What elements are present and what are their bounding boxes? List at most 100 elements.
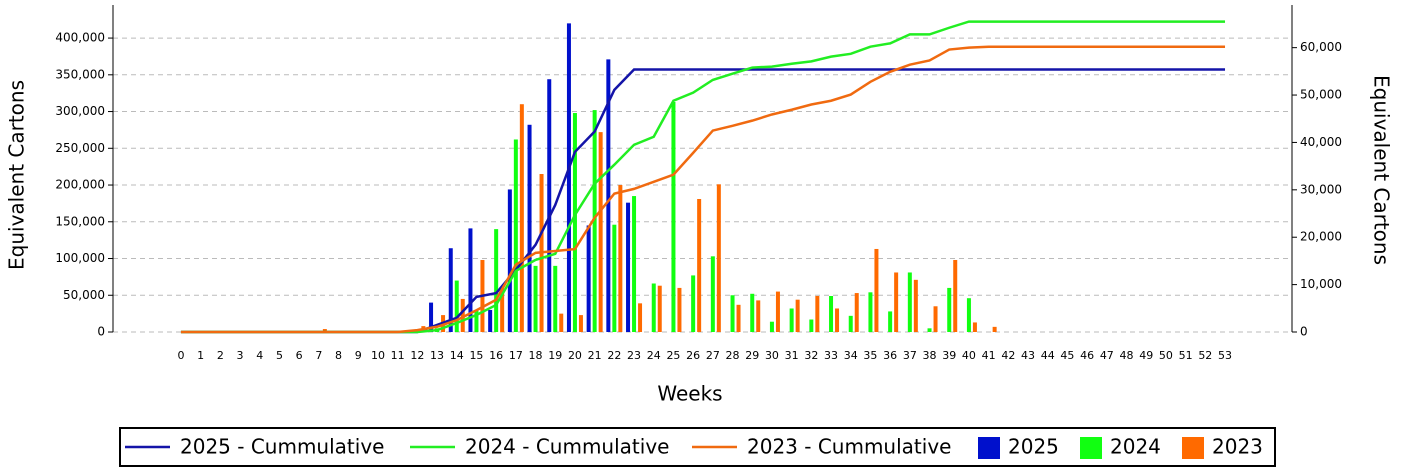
bar [519,104,524,333]
x-tick-label: 2 [217,349,224,362]
x-tick-label: 12 [410,349,424,362]
legend-swatch [1182,437,1204,459]
legend-label: 2023 - Cummulative [747,435,951,459]
bar [500,287,505,332]
bar [578,315,583,332]
bar [494,229,499,332]
x-tick-label: 8 [335,349,342,362]
x-tick-label: 20 [568,349,582,362]
bar [566,23,571,332]
y-axis-title: Equivalent Cartons [5,80,29,270]
bar [868,292,873,332]
legend-swatch [1080,437,1102,459]
y-tick-label: 100,000 [55,251,105,265]
x-tick-label: 45 [1060,349,1074,362]
x-tick-label: 52 [1198,349,1212,362]
bar [789,308,794,332]
x-tick-label: 43 [1021,349,1035,362]
legend-label: 2024 - Cummulative [465,435,669,459]
bar [533,265,538,332]
bar [507,189,512,332]
x-tick-label: 24 [647,349,661,362]
x-tick-label: 6 [296,349,303,362]
bar [322,329,327,332]
bar [966,298,971,332]
bar [716,184,721,332]
y2-tick-label: 0 [1300,325,1308,339]
bar [513,139,518,332]
x-tick-label: 17 [509,349,523,362]
x-tick-label: 46 [1080,349,1094,362]
x-tick-label: 29 [745,349,759,362]
x-tick-label: 7 [315,349,322,362]
bar [947,287,952,332]
x-tick-label: 31 [785,349,799,362]
x-tick-label: 36 [883,349,897,362]
x-tick-label: 28 [726,349,740,362]
bar [815,295,820,332]
bar [448,248,453,332]
y-tick-label: 50,000 [63,288,105,302]
y-tick-label: 250,000 [55,141,105,155]
bar [488,309,493,332]
x-tick-label: 35 [863,349,877,362]
legend-label: 2024 [1110,435,1161,459]
x-tick-label: 3 [237,349,244,362]
bar [894,272,899,332]
y-tick-label: 300,000 [55,104,105,118]
bar [953,259,958,332]
x-tick-label: 42 [1001,349,1015,362]
bar [888,311,893,332]
legend-swatch [978,437,1000,459]
x-tick-label: 25 [666,349,680,362]
legend-label: 2025 [1008,435,1059,459]
x-tick-label: 0 [177,349,184,362]
y-tick-label: 350,000 [55,67,105,81]
bar [933,306,938,332]
y-tick-label: 400,000 [55,31,105,45]
bar [809,319,814,332]
x-tick-label: 44 [1041,349,1055,362]
y2-tick-label: 60,000 [1300,40,1342,54]
x-axis-title: Weeks [657,382,722,406]
x-tick-label: 19 [548,349,562,362]
bar [559,313,564,332]
y2-tick-label: 10,000 [1300,277,1342,291]
x-tick-label: 14 [450,349,464,362]
bar [677,287,682,332]
cumulative-line [180,20,1226,334]
x-tick-label: 23 [627,349,641,362]
bar [429,302,434,332]
x-tick-label: 53 [1218,349,1232,362]
y2-axis-title: Equivalent Cartons [1370,75,1394,265]
bar [618,185,623,332]
bar [572,113,577,332]
bar [460,298,465,332]
bar [972,322,977,332]
x-tick-label: 1 [197,349,204,362]
x-tick-label: 22 [607,349,621,362]
bar [927,328,932,332]
bar [632,196,637,332]
x-tick-label: 13 [430,349,444,362]
bar [913,279,918,332]
x-tick-label: 47 [1100,349,1114,362]
bar [775,291,780,332]
bar [527,124,532,332]
bar [697,198,702,332]
x-tick-label: 39 [942,349,956,362]
y2-tick-label: 40,000 [1300,135,1342,149]
y-tick-label: 150,000 [55,214,105,228]
bar [835,308,840,332]
bar [468,228,473,332]
x-tick-label: 18 [529,349,543,362]
y2-tick-label: 50,000 [1300,88,1342,102]
bar [992,326,997,332]
x-tick-label: 21 [588,349,602,362]
bar [795,299,800,332]
bar [454,280,459,332]
bar [606,59,611,332]
bar [586,225,591,332]
bar [730,295,735,332]
